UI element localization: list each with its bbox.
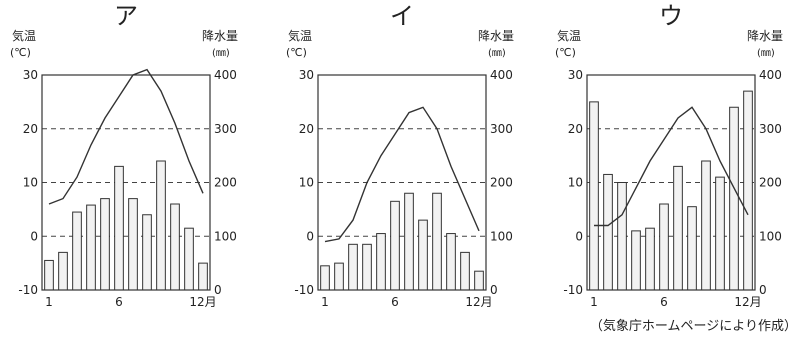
temperature-axis-title: 気温 (557, 28, 581, 43)
temperature-tick-label: 10 (568, 176, 583, 190)
temperature-tick-label: 10 (23, 176, 38, 190)
precipitation-tick-label: 300 (490, 122, 513, 136)
precipitation-bar-month-5 (100, 198, 110, 291)
precipitation-bar-month-8 (687, 206, 697, 291)
temperature-line (48, 68, 204, 205)
precipitation-tick-label: 300 (759, 122, 782, 136)
precipitation-bar-month-7 (404, 192, 414, 291)
precipitation-bar-month-12 (474, 270, 484, 291)
temperature-tick-label: 10 (299, 176, 314, 190)
plot-frame (586, 74, 756, 291)
chart-title-1: ア (114, 2, 138, 30)
precipitation-axis-title: 降水量 (478, 29, 514, 43)
temperature-tick-label: 30 (299, 68, 314, 82)
precipitation-bar-month-3 (72, 211, 82, 291)
precipitation-bar-month-7 (673, 165, 683, 291)
precipitation-bar-month-1 (44, 259, 54, 291)
precipitation-tick-label: 100 (490, 229, 513, 243)
precipitation-bar-month-3 (617, 182, 627, 291)
month-label-12: 12月 (734, 295, 761, 309)
plot-frame (317, 74, 487, 291)
precipitation-bar-month-10 (715, 176, 725, 291)
precipitation-axis-title: 降水量 (202, 29, 238, 43)
precipitation-bar-month-9 (156, 160, 166, 291)
temperature-tick-label: 0 (575, 229, 583, 243)
temperature-axis-unit: (℃) (555, 46, 576, 59)
precipitation-bar-month-7 (128, 198, 138, 291)
temperature-tick-label: 20 (23, 122, 38, 136)
precipitation-bar-month-11 (729, 106, 739, 291)
precipitation-bar-month-10 (446, 233, 456, 291)
temperature-tick-label: -10 (18, 283, 38, 297)
temperature-tick-label: 20 (299, 122, 314, 136)
precipitation-tick-label: 100 (214, 229, 237, 243)
precipitation-tick-label: 0 (490, 283, 498, 297)
precipitation-bar-month-6 (390, 200, 400, 291)
precipitation-tick-label: 100 (759, 229, 782, 243)
month-label-6: 6 (391, 295, 399, 309)
temperature-tick-label: -10 (563, 283, 583, 297)
precipitation-bar-month-6 (659, 203, 669, 291)
month-label-12: 12月 (189, 295, 216, 309)
precipitation-bar-month-4 (86, 204, 96, 291)
temperature-axis-unit: (℃) (286, 46, 307, 59)
precipitation-bar-month-9 (701, 160, 711, 291)
source-note: （気象庁ホームページにより作成） (589, 319, 797, 334)
temperature-line (594, 106, 749, 227)
precipitation-axis-title: 降水量 (747, 29, 783, 43)
precipitation-bar-month-11 (460, 251, 470, 291)
precipitation-axis-unit: (㎜) (212, 48, 230, 59)
temperature-axis-title: 気温 (288, 28, 312, 43)
precipitation-bar-month-3 (348, 243, 358, 291)
precipitation-tick-label: 200 (214, 176, 237, 190)
month-label-12: 12月 (465, 295, 492, 309)
precipitation-bar-month-8 (418, 219, 428, 291)
precipitation-bar-month-8 (142, 214, 152, 291)
temperature-axis-unit: (℃) (10, 46, 31, 59)
temperature-tick-label: 30 (568, 68, 583, 82)
precipitation-bar-month-4 (362, 243, 372, 291)
precipitation-axis-unit: (㎜) (488, 48, 506, 59)
temperature-line (324, 106, 480, 243)
precipitation-tick-label: 200 (759, 176, 782, 190)
precipitation-bar-month-2 (58, 251, 68, 291)
precipitation-tick-label: 400 (490, 68, 513, 82)
precipitation-bar-month-4 (631, 230, 641, 291)
precipitation-tick-label: 400 (759, 68, 782, 82)
precipitation-bar-month-5 (376, 233, 386, 291)
precipitation-bar-month-9 (432, 192, 442, 291)
precipitation-tick-label: 400 (214, 68, 237, 82)
precipitation-bar-month-2 (334, 262, 344, 291)
temperature-axis-title: 気温 (12, 28, 36, 43)
plot-frame (41, 74, 211, 291)
month-label-1: 1 (590, 295, 598, 309)
month-label-6: 6 (115, 295, 123, 309)
precipitation-bar-month-10 (170, 203, 180, 291)
month-label-1: 1 (321, 295, 329, 309)
precipitation-bar-month-2 (603, 173, 613, 291)
precipitation-axis-unit: (㎜) (757, 48, 775, 59)
precipitation-bar-month-1 (589, 101, 599, 291)
temperature-tick-label: 30 (23, 68, 38, 82)
precipitation-tick-label: 300 (214, 122, 237, 136)
precipitation-bar-month-12 (198, 262, 208, 291)
precipitation-bar-month-5 (645, 227, 655, 291)
temperature-tick-label: 20 (568, 122, 583, 136)
temperature-tick-label: -10 (294, 283, 314, 297)
precipitation-tick-label: 0 (759, 283, 767, 297)
precipitation-tick-label: 0 (214, 283, 222, 297)
temperature-tick-label: 0 (30, 229, 38, 243)
chart-title-3: ウ (659, 2, 683, 30)
month-label-6: 6 (660, 295, 668, 309)
precipitation-tick-label: 200 (490, 176, 513, 190)
month-label-1: 1 (45, 295, 53, 309)
precipitation-bar-month-1 (320, 265, 330, 291)
temperature-tick-label: 0 (306, 229, 314, 243)
precipitation-bar-month-12 (743, 90, 753, 291)
precipitation-bar-month-11 (184, 227, 194, 291)
precipitation-bar-month-6 (114, 165, 124, 291)
chart-title-2: イ (390, 2, 414, 30)
